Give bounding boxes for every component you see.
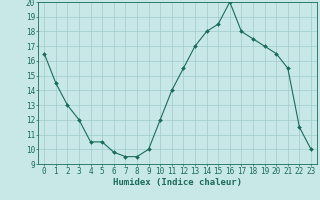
X-axis label: Humidex (Indice chaleur): Humidex (Indice chaleur) <box>113 178 242 187</box>
